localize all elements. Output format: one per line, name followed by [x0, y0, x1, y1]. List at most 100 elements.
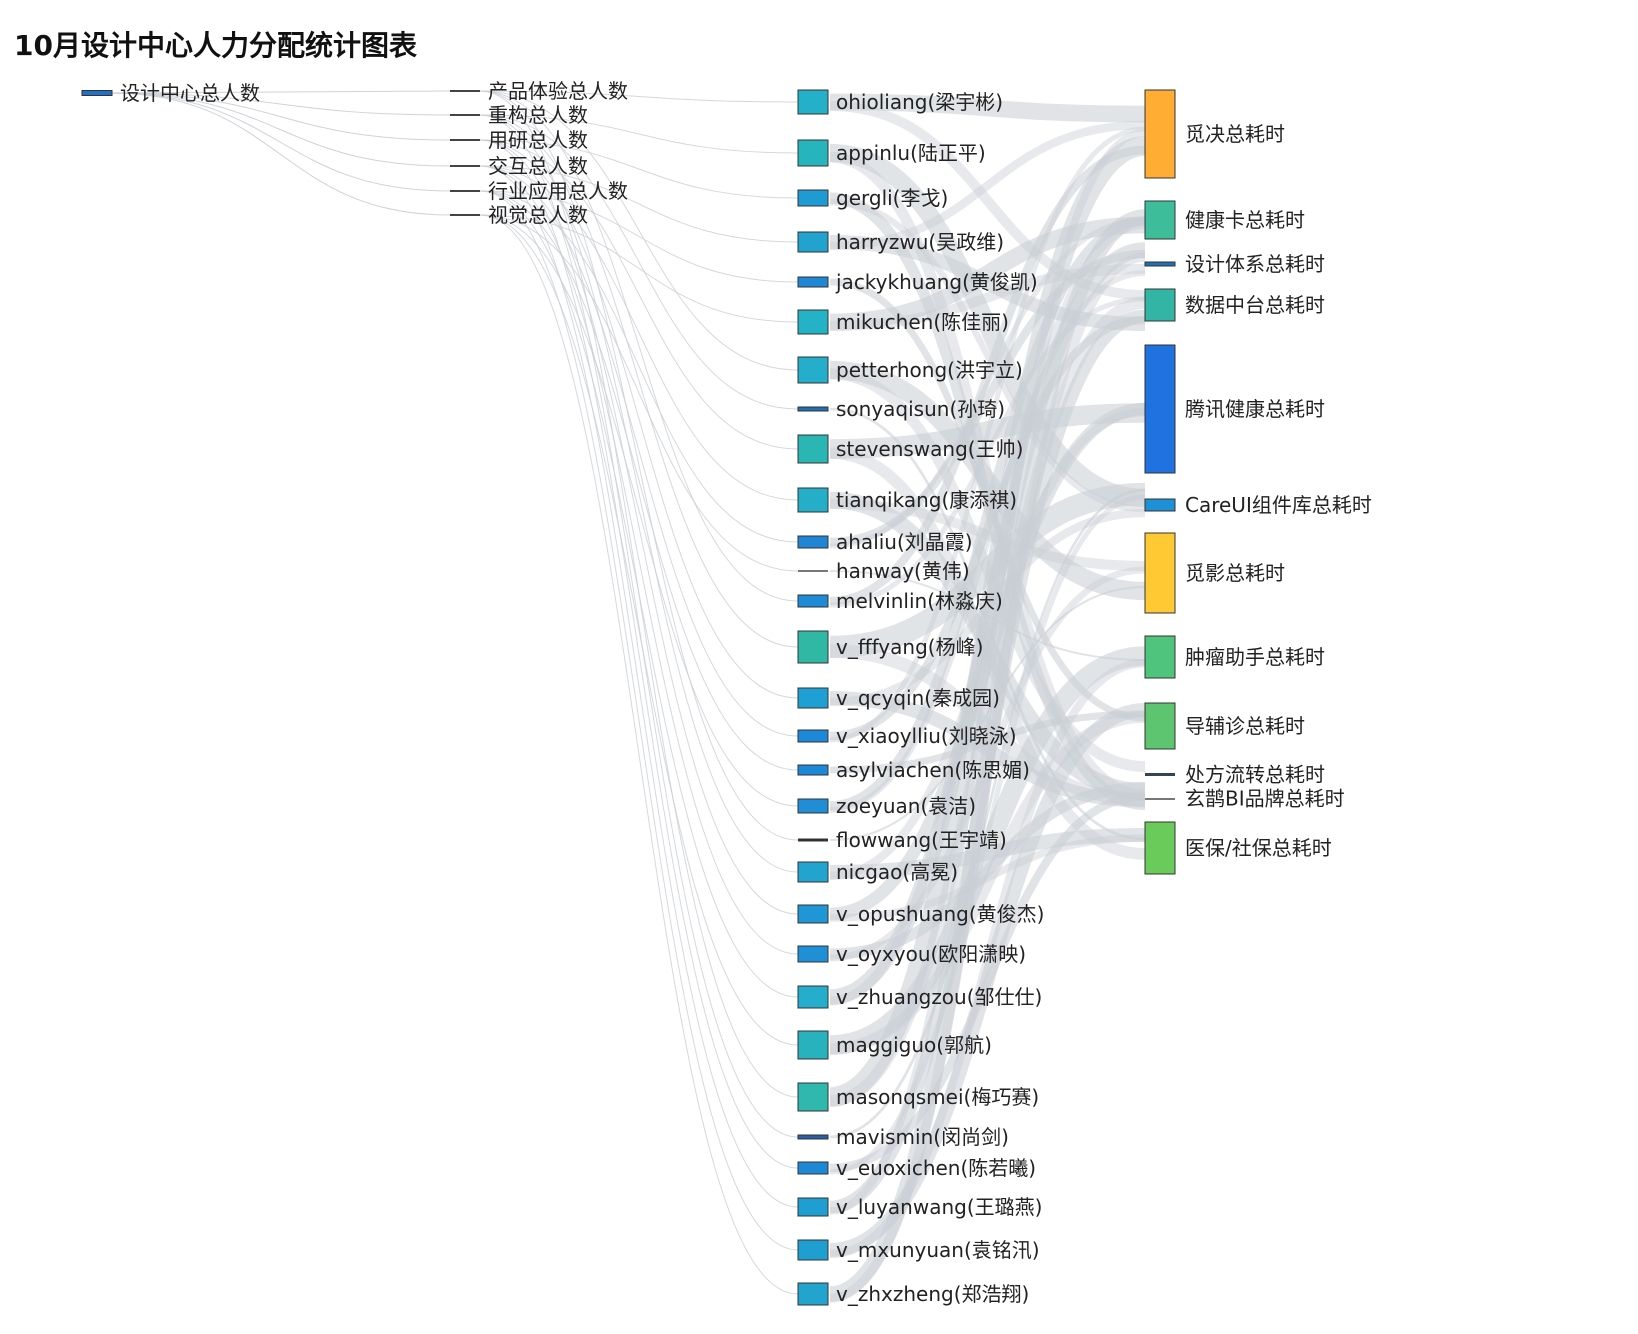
node-bar — [797, 276, 829, 288]
node-level2[interactable]: appinlu(陆正平) — [797, 139, 986, 167]
node-level3[interactable]: CareUI组件库总耗时 — [1144, 493, 1372, 517]
node-bar — [797, 535, 829, 549]
node-level1[interactable]: 行业应用总人数 — [450, 179, 628, 203]
node-label: 产品体验总人数 — [488, 79, 628, 103]
node-level3[interactable]: 肿瘤助手总耗时 — [1144, 635, 1325, 679]
node-bar — [450, 90, 480, 92]
node-level2[interactable]: sonyaqisun(孙琦) — [797, 397, 1005, 421]
node-level2[interactable]: mikuchen(陈佳丽) — [797, 309, 1009, 335]
node-level2[interactable]: v_zhxzheng(郑浩翔) — [797, 1282, 1029, 1306]
node-level2[interactable]: v_luyanwang(王璐燕) — [797, 1195, 1042, 1219]
node-bar — [797, 594, 829, 608]
node-level2[interactable]: v_euoxichen(陈若曦) — [797, 1156, 1036, 1180]
node-bar — [1144, 200, 1176, 240]
node-label: petterhong(洪宇立) — [836, 358, 1023, 382]
node-level2[interactable]: v_mxunyuan(袁铭汛) — [797, 1238, 1040, 1262]
node-level3[interactable]: 玄鹊BI品牌总耗时 — [1145, 787, 1345, 811]
node-label: masonqsmei(梅巧赛) — [836, 1085, 1039, 1109]
node-bar — [1145, 798, 1175, 800]
node-level0[interactable]: 设计中心总人数 — [81, 81, 260, 105]
node-label: 腾讯健康总耗时 — [1185, 397, 1325, 421]
node-bar — [797, 1082, 829, 1112]
node-bar — [1144, 89, 1176, 179]
node-bar — [1144, 532, 1176, 614]
sankey-link — [829, 120, 1146, 251]
sankey-links — [109, 90, 1147, 1303]
node-level1[interactable]: 视觉总人数 — [450, 203, 588, 227]
node-label: jackykhuang(黄俊凯) — [835, 270, 1038, 294]
node-bar — [450, 214, 480, 216]
node-bar — [450, 114, 480, 116]
node-label: 处方流转总耗时 — [1185, 763, 1325, 787]
node-level2[interactable]: v_fffyang(杨峰) — [797, 630, 983, 664]
node-bar — [450, 190, 480, 192]
node-level2[interactable]: v_zhuangzou(邹仕仕) — [797, 985, 1042, 1009]
node-level1[interactable]: 用研总人数 — [450, 128, 588, 152]
node-label: 觅决总耗时 — [1185, 122, 1285, 146]
node-level2[interactable]: harryzwu(吴政维) — [797, 230, 1004, 254]
sankey-link — [479, 214, 799, 1046]
node-bar — [1145, 773, 1175, 776]
node-level2[interactable]: stevenswang(王帅) — [797, 434, 1023, 464]
node-label: gergli(李戈) — [836, 186, 948, 210]
node-level2[interactable]: mavismin(闵尚剑) — [797, 1125, 1009, 1149]
node-label: asylviachen(陈思媚) — [836, 758, 1030, 782]
node-label: appinlu(陆正平) — [836, 141, 986, 165]
node-level3[interactable]: 健康卡总耗时 — [1144, 200, 1305, 240]
sankey-link — [479, 90, 799, 1098]
node-level2[interactable]: asylviachen(陈思媚) — [797, 758, 1030, 782]
node-level3[interactable]: 数据中台总耗时 — [1144, 288, 1325, 322]
node-level3[interactable]: 觅影总耗时 — [1144, 532, 1285, 614]
node-level2[interactable]: masonqsmei(梅巧赛) — [797, 1082, 1039, 1112]
node-level2[interactable]: maggiguo(郭航) — [797, 1030, 992, 1060]
node-level2[interactable]: melvinlin(林淼庆) — [797, 589, 1003, 613]
node-level3[interactable]: 觅决总耗时 — [1144, 89, 1285, 179]
node-bar — [797, 764, 829, 776]
node-label: ohioliang(梁宇彬) — [836, 90, 1003, 114]
node-bar — [797, 189, 829, 207]
sankey-link — [479, 139, 799, 1169]
node-level3[interactable]: 医保/社保总耗时 — [1144, 821, 1332, 875]
sankey-link — [479, 90, 799, 371]
node-level2[interactable]: flowwang(王宇靖) — [798, 828, 1007, 852]
node-level2[interactable]: tianqikang(康添祺) — [797, 487, 1017, 513]
node-level2[interactable]: v_opushuang(黄俊杰) — [797, 902, 1044, 926]
sankey-nodes: 设计中心总人数 产品体验总人数重构总人数用研总人数交互总人数行业应用总人数视觉总人… — [81, 79, 1372, 1306]
node-label: 导辅诊总耗时 — [1185, 714, 1305, 738]
sankey-link — [829, 296, 1146, 608]
node-level2[interactable]: ahaliu(刘晶霞) — [797, 530, 973, 554]
node-level3[interactable]: 设计体系总耗时 — [1144, 252, 1325, 276]
node-bar — [797, 89, 829, 115]
sankey-link — [829, 209, 1146, 1302]
node-bar — [797, 231, 829, 253]
node-level2[interactable]: zoeyuan(袁洁) — [797, 794, 976, 818]
sankey-link — [829, 494, 1146, 1175]
node-label: 数据中台总耗时 — [1185, 293, 1325, 317]
sankey-link — [829, 145, 1146, 606]
node-level2[interactable]: gergli(李戈) — [797, 186, 948, 210]
node-level2[interactable]: petterhong(洪宇立) — [797, 356, 1023, 384]
node-level1[interactable]: 重构总人数 — [450, 103, 588, 127]
node-level2[interactable]: v_qcyqin(秦成园) — [797, 686, 1000, 710]
node-level2[interactable]: v_oyxyou(欧阳潇映) — [797, 942, 1026, 966]
node-bar — [1144, 498, 1176, 512]
node-level2[interactable]: hanway(黄伟) — [798, 559, 970, 583]
node-label: 重构总人数 — [488, 103, 588, 127]
sankey-link — [109, 92, 451, 141]
node-level2[interactable]: ohioliang(梁宇彬) — [797, 89, 1003, 115]
sankey-link — [829, 126, 1146, 743]
node-label: sonyaqisun(孙琦) — [836, 397, 1005, 421]
node-level1[interactable]: 产品体验总人数 — [450, 79, 628, 103]
node-level2[interactable]: jackykhuang(黄俊凯) — [797, 270, 1038, 294]
node-bar — [798, 570, 828, 572]
node-level2[interactable]: nicgao(高冕) — [797, 860, 958, 884]
node-bar — [1144, 635, 1176, 679]
node-level3[interactable]: 处方流转总耗时 — [1145, 763, 1325, 787]
sankey-link — [479, 190, 799, 1251]
node-level2[interactable]: v_xiaoylliu(刘晓泳) — [797, 724, 1017, 748]
node-level3[interactable]: 腾讯健康总耗时 — [1144, 344, 1325, 474]
node-level3[interactable]: 导辅诊总耗时 — [1144, 702, 1305, 750]
node-level1[interactable]: 交互总人数 — [450, 154, 588, 178]
sankey-link — [829, 252, 1146, 1303]
